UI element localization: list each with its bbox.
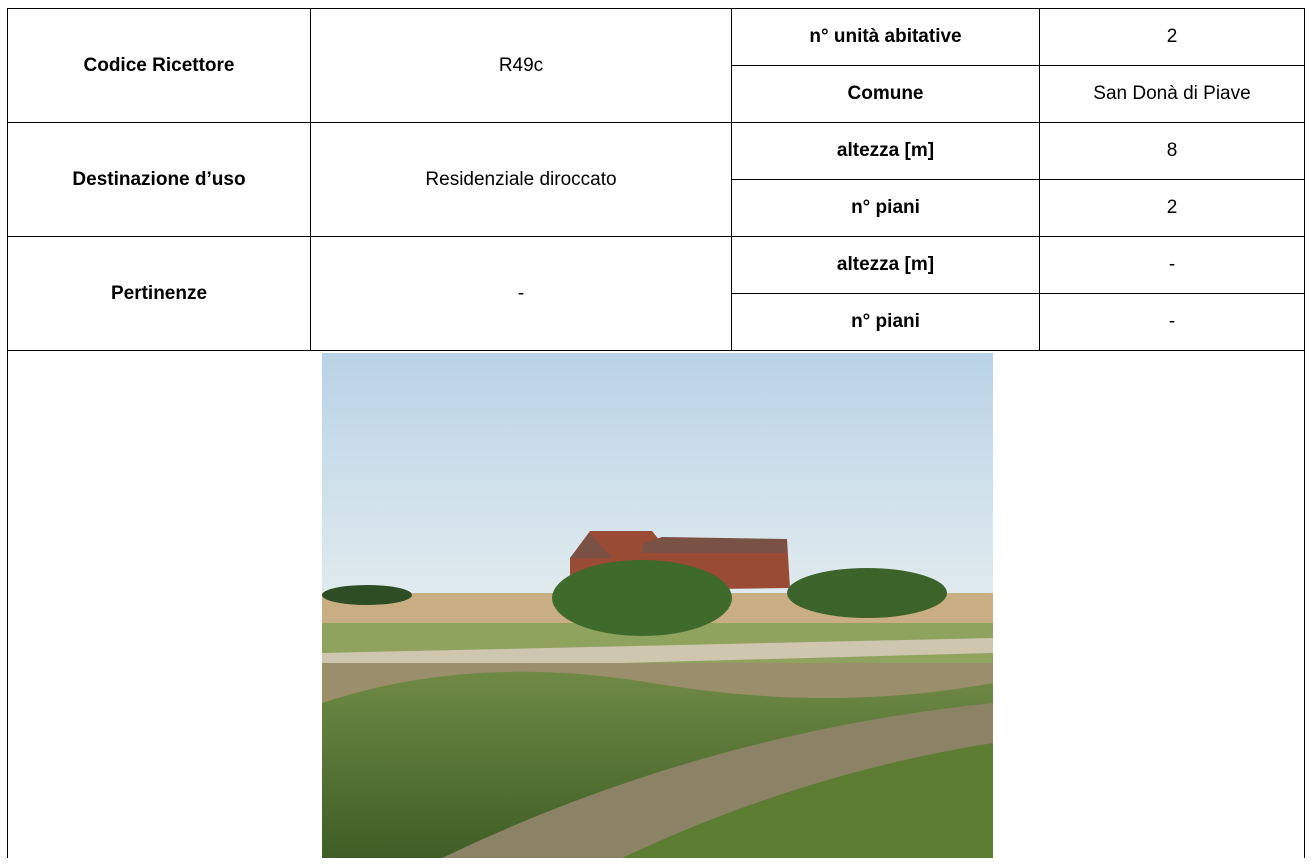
detail-key: altezza [m] bbox=[732, 237, 1040, 294]
row-value: - bbox=[311, 237, 732, 351]
photo-cell bbox=[8, 351, 1305, 859]
detail-value: San Donà di Piave bbox=[1040, 66, 1305, 123]
row-label: Pertinenze bbox=[8, 237, 311, 351]
detail-key: n° piani bbox=[732, 180, 1040, 237]
detail-value: - bbox=[1040, 294, 1305, 351]
detail-value: 2 bbox=[1040, 9, 1305, 66]
row-value: R49c bbox=[311, 9, 732, 123]
detail-value: 2 bbox=[1040, 180, 1305, 237]
row-label: Codice Ricettore bbox=[8, 9, 311, 123]
photo bbox=[322, 353, 993, 858]
detail-value: - bbox=[1040, 237, 1305, 294]
row-label: Destinazione d’uso bbox=[8, 123, 311, 237]
receptor-table: Codice Ricettore R49c n° unità abitative… bbox=[7, 8, 1305, 858]
detail-key: n° piani bbox=[732, 294, 1040, 351]
page: Codice Ricettore R49c n° unità abitative… bbox=[0, 0, 1311, 865]
detail-key: Comune bbox=[732, 66, 1040, 123]
detail-key: altezza [m] bbox=[732, 123, 1040, 180]
row-value: Residenziale diroccato bbox=[311, 123, 732, 237]
detail-value: 8 bbox=[1040, 123, 1305, 180]
detail-key: n° unità abitative bbox=[732, 9, 1040, 66]
